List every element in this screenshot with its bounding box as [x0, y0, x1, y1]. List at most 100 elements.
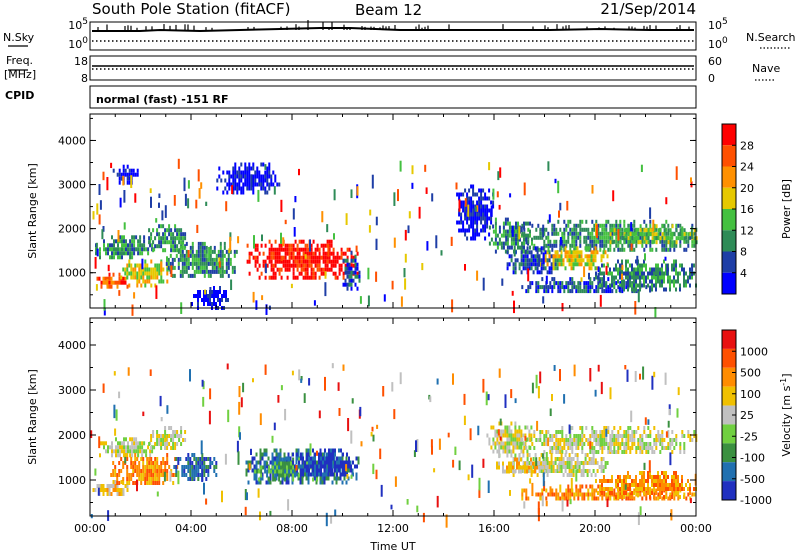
range-cell	[201, 269, 204, 274]
range-cell	[180, 228, 183, 233]
range-cell	[635, 239, 638, 244]
range-cell	[613, 438, 616, 442]
range-cell	[189, 261, 192, 266]
range-cell	[541, 442, 544, 446]
range-cell	[253, 235, 255, 249]
range-cell	[655, 227, 658, 232]
range-cell	[649, 247, 652, 252]
range-cell	[156, 438, 159, 442]
range-cell	[623, 450, 626, 454]
range-cell	[631, 240, 634, 245]
range-cell	[176, 442, 179, 446]
range-cell	[131, 235, 134, 240]
range-cell	[193, 273, 196, 278]
range-cell	[524, 262, 527, 267]
range-cell	[498, 229, 501, 234]
range-cell	[549, 434, 552, 438]
range-cell	[655, 236, 658, 241]
range-cell	[334, 255, 337, 260]
range-cell	[583, 289, 586, 294]
range-cell	[494, 237, 497, 242]
range-cell	[390, 504, 393, 510]
range-cell	[195, 294, 197, 298]
range-cell	[218, 174, 221, 179]
range-cell	[667, 483, 669, 487]
range-cell	[326, 263, 329, 268]
range-cell	[376, 424, 379, 429]
range-cell	[502, 461, 504, 466]
range-cell	[518, 433, 521, 438]
range-cell	[183, 469, 186, 473]
range-cell	[575, 223, 578, 228]
range-cell	[125, 437, 127, 442]
range-cell	[521, 231, 524, 236]
range-cell	[666, 263, 669, 276]
range-cell	[189, 253, 192, 258]
range-cell	[541, 488, 544, 493]
range-cell	[504, 394, 507, 408]
range-cell	[539, 285, 542, 290]
range-cell	[324, 263, 327, 268]
range-cell	[296, 275, 299, 280]
range-cell	[460, 220, 463, 225]
range-cell	[133, 292, 136, 299]
range-cell	[484, 220, 487, 225]
range-cell	[522, 469, 525, 473]
range-cell	[264, 364, 267, 375]
range-cell	[205, 469, 208, 473]
range-cell	[143, 239, 146, 244]
range-cell	[334, 263, 337, 268]
range-cell	[470, 184, 473, 189]
range-cell	[488, 188, 491, 193]
range-cell	[262, 263, 265, 268]
range-cell	[553, 243, 556, 248]
range-cell	[533, 243, 536, 248]
range-cell	[611, 442, 614, 446]
range-cell	[519, 237, 521, 242]
range-cell	[228, 178, 231, 183]
range-cell	[557, 442, 560, 446]
range-cell	[663, 228, 666, 233]
range-cell	[276, 247, 279, 252]
range-cell	[566, 473, 569, 477]
range-cell	[649, 279, 651, 284]
range-cell	[174, 434, 177, 438]
range-cell	[164, 236, 167, 241]
range-cell	[181, 469, 184, 473]
range-cell	[513, 225, 515, 230]
range-cell	[553, 285, 556, 290]
range-cell	[669, 495, 671, 499]
range-cell	[172, 442, 175, 446]
range-cell	[103, 445, 105, 450]
range-cell	[669, 279, 671, 284]
range-cell	[520, 250, 523, 255]
range-cell	[522, 449, 525, 454]
range-cell	[523, 221, 525, 226]
range-cell	[123, 235, 125, 240]
range-cell	[521, 492, 524, 497]
range-cell	[274, 275, 277, 280]
range-cell	[633, 479, 635, 483]
range-cell	[338, 271, 341, 276]
range-cell	[180, 434, 183, 438]
range-cell	[637, 446, 640, 450]
range-cell	[122, 492, 125, 496]
range-cell	[578, 262, 581, 267]
range-cell	[201, 457, 204, 461]
range-cell	[140, 473, 143, 477]
range-cell	[166, 453, 169, 457]
range-cell	[147, 251, 150, 256]
range-cell	[679, 228, 682, 233]
range-cell	[581, 484, 584, 489]
range-cell	[187, 477, 190, 481]
range-cell	[635, 236, 638, 241]
range-cell	[639, 438, 642, 442]
range-cell	[655, 267, 657, 272]
range-cell	[553, 492, 556, 497]
range-cell	[149, 453, 152, 458]
range-cell	[669, 492, 672, 497]
range-cell	[340, 255, 343, 260]
range-cell	[659, 275, 661, 280]
range-cell	[558, 258, 561, 263]
range-cell	[557, 430, 560, 434]
